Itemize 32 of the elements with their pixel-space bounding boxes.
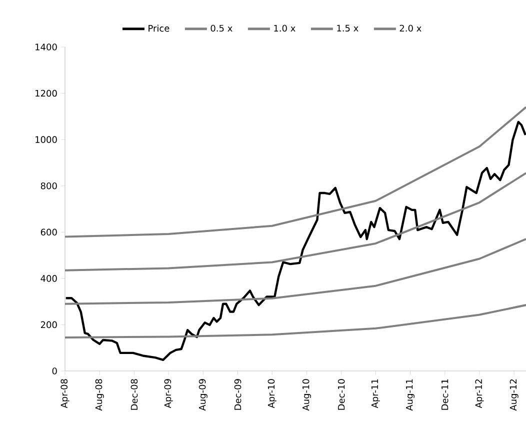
x-tick-label: Dec-08 (130, 379, 138, 410)
x-tick-label: Apr-09 (164, 379, 173, 408)
y-tick-label: 1000 (36, 136, 57, 143)
legend-label: 1.0 x (274, 24, 296, 32)
x-tick-label: Aug-09 (198, 379, 208, 411)
line-series (64, 106, 526, 238)
legend-label: 0.5 x (210, 24, 232, 32)
x-tick-label: Dec-09 (234, 379, 242, 410)
legend-label: Price (148, 24, 170, 32)
x-tick-label: Apr-12 (475, 379, 484, 408)
y-tick-label: 1200 (36, 90, 57, 97)
x-tick-label: Apr-08 (60, 379, 70, 408)
y-tick-label: 800 (40, 182, 57, 190)
x-tick-label: Aug-10 (302, 379, 311, 411)
y-tick-label: 1400 (36, 44, 57, 50)
legend-label: 2.0 x (400, 24, 422, 32)
line-series (64, 120, 526, 361)
y-tick-label: 0 (52, 368, 57, 374)
line-series (64, 172, 526, 272)
line-series (64, 304, 526, 338)
x-tick-label: Dec-10 (338, 379, 345, 410)
y-tick-label: 400 (40, 275, 57, 282)
y-tick-label: 600 (40, 228, 57, 236)
x-tick-label: Aug-12 (510, 379, 518, 411)
x-tick-label: Apr-11 (371, 379, 380, 408)
legend-label: 1.5 x (337, 24, 358, 32)
x-tick-label: Aug-11 (406, 379, 414, 411)
line-series (64, 238, 526, 305)
x-tick-label: Dec-11 (442, 379, 448, 410)
x-tick-label: Aug-08 (95, 379, 104, 411)
y-tick-label: 200 (40, 321, 57, 328)
x-tick-label: Apr-10 (268, 379, 276, 408)
